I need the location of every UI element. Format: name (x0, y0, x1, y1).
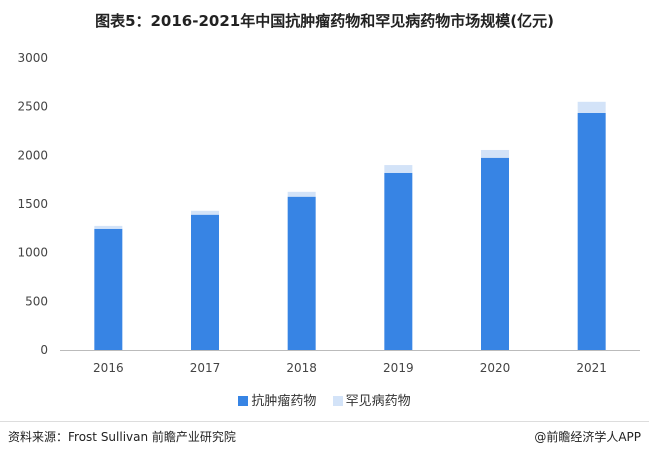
x-tick-label: 2019 (383, 361, 414, 375)
bar-rare-disease-2019 (384, 165, 413, 173)
x-tick-label: 2016 (93, 361, 124, 375)
y-tick-label: 0 (40, 343, 48, 357)
bar-rare-disease-2021 (577, 101, 606, 113)
y-tick-label: 2000 (17, 148, 48, 162)
x-tick-label: 2021 (576, 361, 607, 375)
y-tick-label: 3000 (17, 51, 48, 65)
bar-oncology-2021 (577, 112, 606, 350)
brand-label: @前瞻经济学人APP (534, 430, 641, 444)
bar-rare-disease-2020 (481, 149, 509, 158)
bar-rare-disease-2018 (287, 191, 316, 197)
bar-rare-disease-2016 (94, 225, 123, 229)
footer-divider (0, 421, 649, 422)
y-tick-label: 2500 (17, 100, 48, 114)
y-tick-label: 1000 (17, 246, 48, 260)
bar-oncology-2018 (287, 196, 316, 350)
x-tick-label: 2018 (286, 361, 317, 375)
legend-swatch (238, 396, 249, 406)
bar-oncology-2020 (481, 157, 509, 350)
legend-item: 罕见病药物 (332, 390, 411, 409)
legend-label: 罕见病药物 (345, 394, 411, 409)
bar-rare-disease-2017 (191, 210, 219, 215)
bar-oncology-2019 (384, 172, 413, 350)
source-note: 资料来源：Frost Sullivan 前瞻产业研究院 (8, 430, 236, 444)
chart-title: 图表5：2016-2021年中国抗肿瘤药物和罕见病药物市场规模(亿元) (95, 12, 554, 30)
y-tick-label: 500 (25, 294, 48, 308)
bar-oncology-2016 (94, 228, 123, 350)
x-tick-label: 2017 (190, 361, 221, 375)
legend-label: 抗肿瘤药物 (251, 394, 317, 409)
y-tick-label: 1500 (17, 197, 48, 211)
legend-item: 抗肿瘤药物 (238, 390, 316, 409)
x-tick-label: 2020 (480, 361, 511, 375)
bar-oncology-2017 (191, 214, 219, 350)
legend: 抗肿瘤药物 罕见病药物 (0, 390, 649, 409)
legend-swatch (332, 396, 343, 406)
